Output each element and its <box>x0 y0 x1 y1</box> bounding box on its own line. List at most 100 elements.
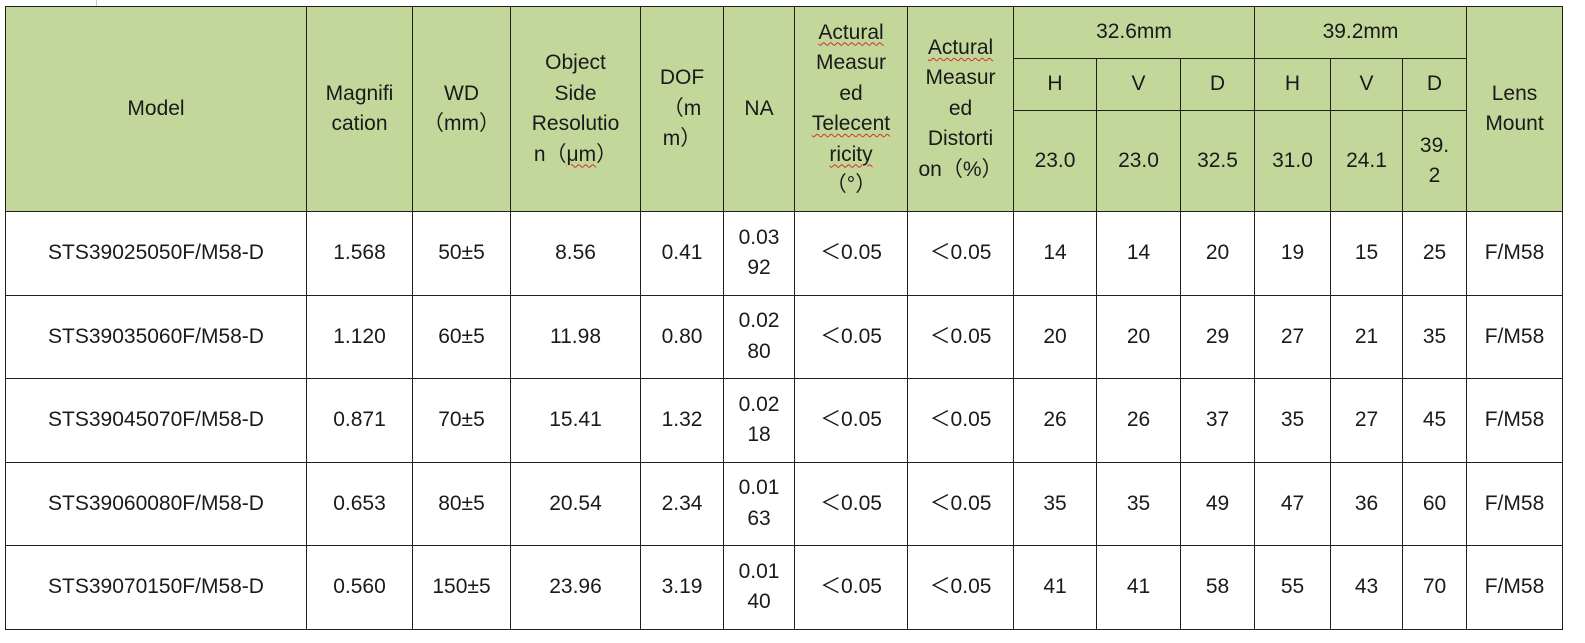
cell-na-line1: 0.03 <box>738 225 780 249</box>
cell-telecentricity: ＜0.05 <box>794 294 908 379</box>
header-telecentricity-line5: ricity <box>796 140 907 171</box>
cell-distortion: ＜0.05 <box>907 461 1014 546</box>
cell-b-d: 70 <box>1402 545 1467 630</box>
cell-model: STS39070150F/M58-D <box>5 545 307 630</box>
cell-resolution: 15.41 <box>510 378 641 463</box>
cell-b-d: 25 <box>1402 211 1467 296</box>
cell-a-v: 35 <box>1096 461 1181 546</box>
header-distortion-line1: Actural <box>927 35 994 59</box>
cell-na-line2: 92 <box>747 256 771 280</box>
header-dof-line2: （m <box>662 96 702 120</box>
cell-na: 0.02 80 <box>723 294 795 379</box>
cell-telecentricity: ＜0.05 <box>794 545 908 630</box>
cell-b-v: 21 <box>1330 294 1403 379</box>
cell-b-v: 27 <box>1330 378 1403 463</box>
sheet-top-edge <box>96 0 1585 6</box>
cell-b-v: 36 <box>1330 461 1403 546</box>
header-resolution-line4c: ） <box>596 142 618 166</box>
cell-a-v: 14 <box>1096 211 1181 296</box>
cell-na: 0.03 92 <box>723 211 795 296</box>
cell-na-line1: 0.02 <box>738 392 780 416</box>
header-resolution-unit: μm <box>566 142 597 166</box>
cell-resolution: 20.54 <box>510 461 641 546</box>
table-row: STS39070150F/M58-D 0.560 150±5 23.96 3.1… <box>5 545 1563 630</box>
header-telecentricity-line4: Telecent <box>796 109 907 140</box>
cell-b-v: 43 <box>1330 545 1403 630</box>
cell-b-d: 60 <box>1402 461 1467 546</box>
cell-telecentricity: ＜0.05 <box>794 378 908 463</box>
header-telecentricity-line2: Measur <box>815 51 887 74</box>
table-row: STS39045070F/M58-D 0.871 70±5 15.41 1.32… <box>5 378 1563 463</box>
cell-a-h: 14 <box>1013 211 1097 296</box>
cell-model: STS39035060F/M58-D <box>5 294 307 379</box>
cell-resolution: 23.96 <box>510 545 641 630</box>
cell-wd: 50±5 <box>412 211 511 296</box>
cell-model: STS39045070F/M58-D <box>5 378 307 463</box>
header-resolution: Object Side Resolutio n（μm） <box>510 6 641 212</box>
cell-lens-mount: F/M58 <box>1466 461 1563 546</box>
header-telecentricity-line6: （°） <box>825 173 877 196</box>
cell-magnification: 0.560 <box>306 545 413 630</box>
cell-distortion: ＜0.05 <box>907 211 1014 296</box>
header-wd-line2: （mm） <box>423 112 500 135</box>
cell-magnification: 0.871 <box>306 378 413 463</box>
cell-a-v: 26 <box>1096 378 1181 463</box>
cell-a-h: 41 <box>1013 545 1097 630</box>
cell-b-h: 35 <box>1254 378 1331 463</box>
header-a-v-value: 23.0 <box>1096 110 1181 212</box>
cell-na: 0.01 63 <box>723 461 795 546</box>
header-telecentricity-word2: ricity <box>829 142 873 166</box>
header-resolution-line4a: n（ <box>533 142 567 166</box>
cell-lens-mount: F/M58 <box>1466 211 1563 296</box>
cell-telecentricity: ＜0.05 <box>794 211 908 296</box>
cell-b-h: 27 <box>1254 294 1331 379</box>
header-wd-line1: WD <box>444 81 479 105</box>
header-resolution-line3: Resolutio <box>531 112 620 135</box>
cell-telecentricity: ＜0.05 <box>794 461 908 546</box>
header-a-h: H <box>1013 58 1097 111</box>
cell-wd: 150±5 <box>412 545 511 630</box>
cell-magnification: 0.653 <box>306 461 413 546</box>
cell-b-h: 47 <box>1254 461 1331 546</box>
cell-distortion: ＜0.05 <box>907 378 1014 463</box>
header-b-v: V <box>1330 58 1403 111</box>
cell-b-h: 55 <box>1254 545 1331 630</box>
cell-a-h: 26 <box>1013 378 1097 463</box>
header-magnification-line2: cation <box>331 112 388 135</box>
header-b-h: H <box>1254 58 1331 111</box>
cell-resolution: 8.56 <box>510 211 641 296</box>
cell-na-line1: 0.01 <box>738 476 780 500</box>
header-a-d: D <box>1180 58 1255 111</box>
cell-na: 0.02 18 <box>723 378 795 463</box>
header-a-h-value: 23.0 <box>1013 110 1097 212</box>
table-row: STS39060080F/M58-D 0.653 80±5 20.54 2.34… <box>5 461 1563 546</box>
header-b-d-value: 39. 2 <box>1402 110 1467 212</box>
cell-model: STS39025050F/M58-D <box>5 211 307 296</box>
cell-magnification: 1.120 <box>306 294 413 379</box>
cell-wd: 70±5 <box>412 378 511 463</box>
cell-resolution: 11.98 <box>510 294 641 379</box>
header-dof: DOF （m m） <box>640 6 724 212</box>
table-row: STS39035060F/M58-D 1.120 60±5 11.98 0.80… <box>5 294 1563 379</box>
lens-spec-table: Model Magnifi cation WD （mm） Object Side… <box>5 6 1563 630</box>
cell-na: 0.01 40 <box>723 545 795 630</box>
cell-b-d: 35 <box>1402 294 1467 379</box>
cell-na-line1: 0.01 <box>738 559 780 583</box>
header-distortion-line4: Distorti <box>927 127 994 151</box>
table-header: Model Magnifi cation WD （mm） Object Side… <box>5 6 1563 212</box>
cell-dof: 0.80 <box>640 294 724 379</box>
cell-a-d: 37 <box>1180 378 1255 463</box>
cell-b-d: 45 <box>1402 378 1467 463</box>
header-distortion: Actural Measur ed Distorti on（%） <box>907 6 1014 212</box>
cell-b-v: 15 <box>1330 211 1403 296</box>
cell-a-d: 20 <box>1180 211 1255 296</box>
header-na: NA <box>723 6 795 212</box>
header-distortion-line3: ed <box>948 96 973 120</box>
header-resolution-line2: Side <box>554 81 597 105</box>
cell-dof: 1.32 <box>640 378 724 463</box>
header-group-39-2mm: 39.2mm <box>1254 6 1467 59</box>
header-lens-mount-line2: Mount <box>1485 112 1544 135</box>
cell-a-h: 35 <box>1013 461 1097 546</box>
cell-na-line2: 18 <box>747 423 771 447</box>
header-distortion-line5: on（%） <box>918 157 1003 181</box>
